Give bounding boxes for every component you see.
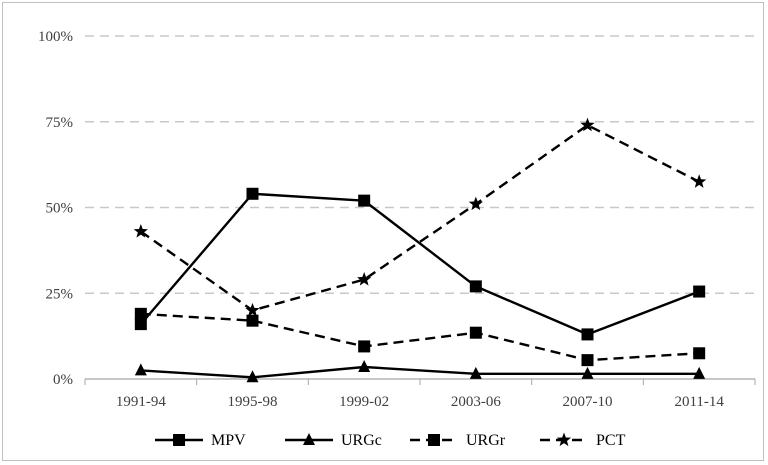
data-point-urgr <box>246 314 259 327</box>
data-point-pct <box>580 117 595 132</box>
y-tick-label: 100% <box>38 29 73 45</box>
y-tick-label: 25% <box>46 286 74 302</box>
data-point-mpv <box>134 318 147 331</box>
x-tick-label: 1995-98 <box>228 394 278 410</box>
series-line-pct <box>140 123 700 312</box>
x-tick-label: 1999-02 <box>339 394 389 410</box>
data-point-pct <box>692 174 707 188</box>
legend-marker-urgr <box>428 434 440 446</box>
legend-label-urgc: URGc <box>341 432 382 449</box>
data-point-urgc <box>134 363 147 376</box>
data-point-urgc <box>693 366 706 379</box>
data-point-mpv <box>693 285 706 298</box>
data-point-urgc <box>469 366 482 379</box>
x-tick-label: 2003-06 <box>451 394 501 410</box>
data-point-pct <box>133 224 148 238</box>
data-point-urgr <box>581 354 594 367</box>
data-point-pct <box>245 302 260 317</box>
data-point-urgc <box>246 370 259 383</box>
legend-label-urgr: URGr <box>466 432 506 449</box>
data-point-mpv <box>469 280 482 293</box>
chart-frame <box>2 2 764 461</box>
legend-marker-mpv <box>173 434 185 446</box>
data-point-urgc <box>358 359 371 372</box>
data-point-urgr <box>134 307 147 320</box>
data-point-mpv <box>246 187 259 200</box>
y-tick-label: 75% <box>46 115 74 131</box>
x-tick-label: 1991-94 <box>116 394 166 410</box>
legend-label-mpv: MPV <box>211 432 246 449</box>
data-point-mpv <box>581 328 594 341</box>
y-tick-label: 0% <box>53 372 73 388</box>
data-point-urgr <box>469 326 482 339</box>
data-point-pct <box>468 196 483 211</box>
x-tick-label: 2007-10 <box>563 394 613 410</box>
data-point-urgr <box>358 340 371 353</box>
legend-label-pct: PCT <box>596 432 626 449</box>
x-tick-label: 2011-14 <box>674 394 724 410</box>
data-point-mpv <box>358 194 371 207</box>
series-line-urgc <box>140 365 700 379</box>
series-line-mpv <box>139 192 700 336</box>
legend-marker-pct <box>556 432 572 447</box>
data-point-pct <box>357 272 372 286</box>
data-point-urgc <box>581 366 594 379</box>
series-line-urgr <box>140 312 700 362</box>
legend-marker-urgc <box>303 433 315 445</box>
y-tick-label: 50% <box>46 201 74 217</box>
data-point-urgr <box>693 347 706 360</box>
